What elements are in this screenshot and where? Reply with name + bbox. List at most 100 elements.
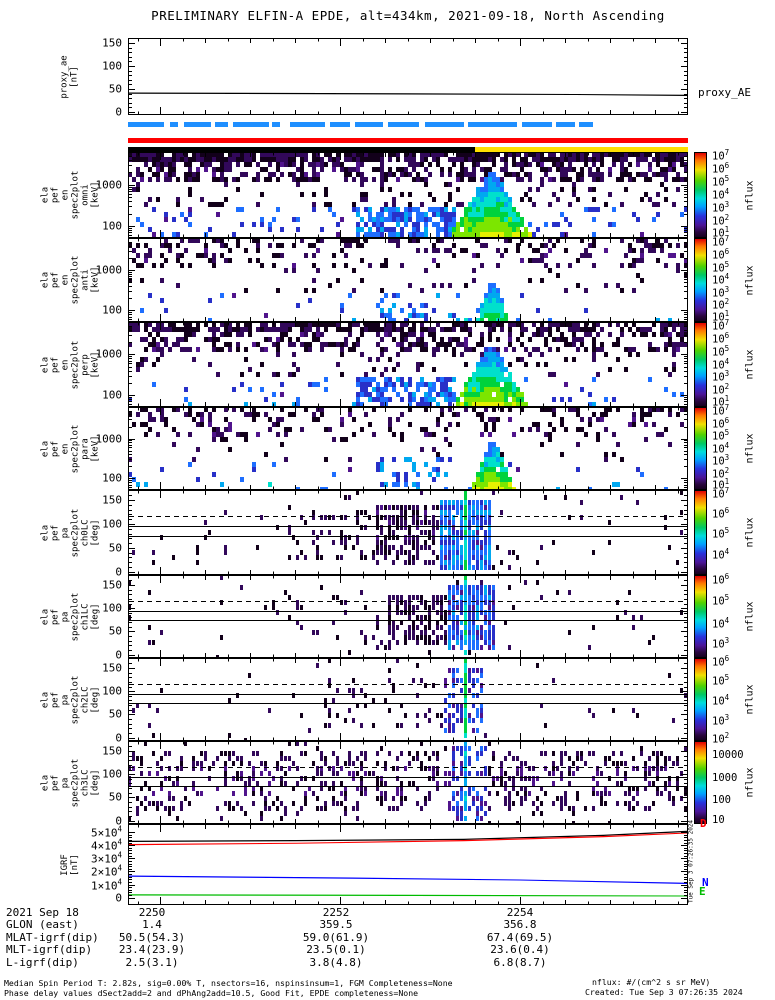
- proxy-y-tick-label: 150: [102, 36, 122, 50]
- colorbar-tick-label: 106: [712, 505, 730, 521]
- spectrogram-omni-canvas: [128, 152, 688, 238]
- spectrogram-para-canvas: [128, 407, 688, 490]
- colorbar-anti: [694, 238, 707, 322]
- y-tick-label: 0: [115, 648, 122, 662]
- colorbar-tick-label: 106: [712, 571, 730, 587]
- colorbar-units-label-wrap: nflux: [740, 238, 760, 322]
- igrf-line-label-e: E: [699, 885, 706, 898]
- bottom-row-value: 6.8(8.7): [493, 955, 547, 969]
- colorbar-tick-label: 102: [712, 730, 730, 745]
- bottom-row-value: 23.6(0.4): [490, 943, 550, 957]
- availability-bar-blue-segment: [272, 122, 281, 127]
- colorbar-tick-label: 103: [712, 284, 730, 300]
- colorbar-ch0LC: [694, 490, 707, 575]
- side-timestamp: Tue Sep 3 07:26:35 2024: [687, 819, 695, 904]
- bottom-row-value: 2.5(3.1): [125, 955, 179, 969]
- colorbar-tick-label: 103: [712, 635, 730, 651]
- bottom-row-value: 50.5(54.3): [118, 930, 186, 944]
- colorbar-tick-label: 104: [712, 186, 730, 202]
- bottom-row-value: 359.5: [319, 918, 353, 932]
- colorbar-units-label: nflux: [744, 349, 756, 380]
- proxy-ae-right-label: proxy_AE: [698, 86, 751, 99]
- y-tick-label: 100: [102, 303, 122, 317]
- igrf-line-label-d: D: [700, 817, 707, 830]
- colorbar-tick-label: 105: [712, 592, 730, 608]
- availability-bar-blue-segment: [468, 122, 518, 127]
- spectrogram-perp-canvas: [128, 322, 688, 407]
- igrf-y-tick-label: 1×104: [90, 877, 122, 892]
- colorbar-tick-label: 10: [712, 813, 725, 826]
- y-tick-label: 100: [102, 517, 122, 531]
- colorbar-tick-label: 101: [712, 393, 730, 409]
- bottom-row-value: 2252: [322, 906, 350, 919]
- y-tick-label: 1000: [95, 347, 123, 361]
- colorbar-units-label: nflux: [744, 684, 756, 715]
- bottom-row-value: 1.4: [142, 918, 162, 932]
- footer-phase-delay-text: Phase delay values dSect2add=2 and dPhAn…: [4, 988, 419, 998]
- availability-bar-blue-segment: [214, 122, 228, 127]
- colorbar-units-label-wrap: nflux: [740, 490, 760, 575]
- bottom-row-value: 356.8: [503, 918, 537, 932]
- colorbar-perp: [694, 322, 707, 407]
- y-tick-label: 0: [115, 565, 122, 579]
- footer-nflux-units: nflux: #/(cm^2 s sr MeV): [592, 977, 711, 987]
- availability-bar-blue-segment: [128, 122, 165, 127]
- bottom-row-value: 23.4(23.9): [118, 943, 186, 957]
- colorbar-tick-label: 103: [712, 199, 730, 215]
- status-bar-black: [128, 147, 476, 152]
- bottom-row-value: 2254: [506, 906, 534, 919]
- y-tick-label: 150: [102, 661, 122, 675]
- colorbar-tick-label: 104: [712, 546, 730, 562]
- colorbar-para: [694, 407, 707, 490]
- colorbar-tick-label: 105: [712, 673, 730, 688]
- y-tick-label: 1000: [95, 432, 123, 446]
- colorbar-units-label-wrap: nflux: [740, 741, 760, 824]
- y-tick-label: 100: [102, 388, 122, 402]
- colorbar-tick-label: 106: [712, 654, 730, 669]
- footer-spin-period-text: Median Spin Period T: 2.82s, sig=0.00% T…: [4, 978, 453, 988]
- colorbar-ch1LC: [694, 575, 707, 658]
- colorbar-tick-label: 106: [712, 330, 730, 346]
- colorbar-units-label-wrap: nflux: [740, 322, 760, 407]
- colorbar-tick-label: 107: [712, 485, 730, 500]
- proxy-y-tick-label: 50: [108, 82, 122, 96]
- igrf-y-tick-label: 2×104: [90, 864, 122, 879]
- igrf-y-tick-label: 5×104: [90, 824, 122, 840]
- colorbar-tick-label: 100: [712, 793, 731, 806]
- bottom-row-value: 23.5(0.1): [306, 943, 366, 957]
- colorbar-tick-label: 1000: [712, 772, 738, 785]
- spectrogram-anti-canvas: [128, 238, 688, 322]
- colorbar-tick-label: 105: [712, 173, 730, 189]
- proxy-y-tick-label: 0: [115, 105, 122, 119]
- colorbar-units-label: nflux: [744, 433, 756, 464]
- colorbar-tick-label: 107: [712, 403, 730, 418]
- availability-bar-blue-segment: [556, 122, 575, 127]
- y-tick-label: 100: [102, 471, 122, 485]
- colorbar-tick-label: 107: [712, 318, 730, 333]
- y-tick-label: 50: [108, 541, 122, 555]
- y-tick-label: 50: [108, 624, 122, 638]
- availability-bar-blue-segment: [388, 122, 420, 127]
- colorbar-tick-label: 105: [712, 259, 730, 274]
- colorbar-units-label-wrap: nflux: [740, 152, 760, 238]
- colorbar-ch3LC: [694, 741, 707, 824]
- availability-bar-blue-segment: [354, 122, 383, 127]
- bottom-row-label: 2021 Sep 18: [6, 906, 79, 919]
- y-tick-label: 0: [115, 814, 122, 828]
- plot-title: PRELIMINARY ELFIN-A EPDE, alt=434km, 202…: [151, 8, 665, 23]
- availability-bar-blue-segment: [184, 122, 211, 127]
- y-tick-label: 1000: [95, 178, 123, 192]
- colorbar-tick-label: 101: [712, 308, 730, 324]
- y-tick-label: 100: [102, 767, 122, 781]
- availability-bar-blue-segment: [233, 122, 270, 127]
- y-tick-label: 50: [108, 790, 122, 804]
- bottom-row-label: MLT-igrf(dip): [6, 943, 93, 957]
- colorbar-units-label-wrap: nflux: [740, 658, 760, 741]
- colorbar-tick-label: 105: [712, 427, 730, 443]
- colorbar-tick-label: 103: [712, 452, 730, 468]
- availability-bar-blue-segment: [578, 122, 594, 127]
- colorbar-tick-label: 107: [712, 234, 730, 249]
- colorbar-tick-label: 104: [712, 615, 730, 631]
- igrf-y-tick-label: 0: [115, 891, 122, 905]
- availability-bar-blue-segment: [170, 122, 179, 127]
